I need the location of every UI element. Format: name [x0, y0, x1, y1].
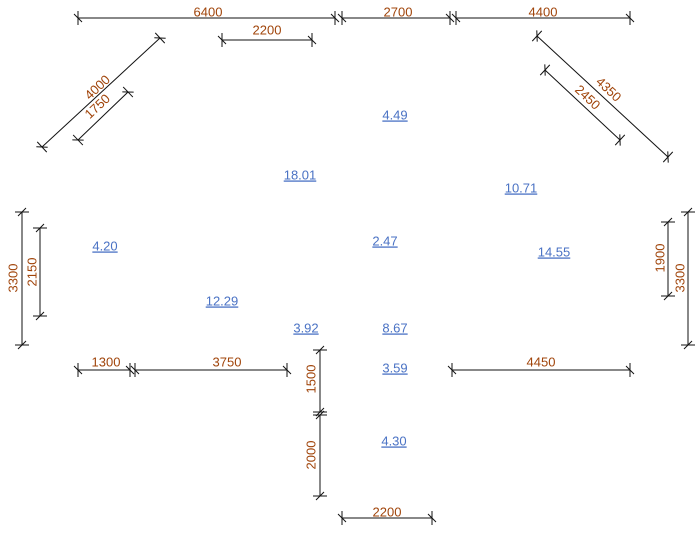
tick-slash: [337, 13, 347, 23]
dimension-label: 3750: [213, 354, 242, 369]
area-label: 3.92: [293, 320, 318, 335]
dimension-label: 3300: [5, 264, 20, 293]
tick-slash: [17, 207, 27, 217]
area-label: 4.20: [92, 238, 117, 253]
dimension-line: [77, 91, 129, 141]
dimension-label: 4400: [529, 4, 558, 19]
dimension-label: 2700: [384, 4, 413, 19]
area-label: 8.67: [382, 320, 407, 335]
tick-slash: [73, 13, 83, 23]
tick-slash: [315, 410, 325, 420]
tick-slash: [625, 365, 635, 375]
tick-slash: [130, 365, 140, 375]
area-label: 12.29: [206, 293, 239, 308]
tick-slash: [663, 291, 673, 301]
tick-slash: [35, 223, 45, 233]
tick-slash: [307, 35, 317, 45]
tick-slash: [217, 35, 227, 45]
tick-slash: [625, 13, 635, 23]
tick-slash: [337, 513, 347, 523]
area-label: 14.55: [538, 244, 571, 259]
tick-slash: [451, 13, 461, 23]
dimension-line: [544, 69, 621, 141]
dimension-label: 1300: [92, 354, 121, 369]
tick-slash: [282, 365, 292, 375]
tick-slash: [447, 365, 457, 375]
area-label: 4.49: [382, 107, 407, 122]
dimension-label: 1900: [652, 244, 667, 273]
tick-slash: [315, 345, 325, 355]
tick-slash: [330, 13, 340, 23]
dimension-label: 2200: [253, 22, 282, 37]
tick-slash: [427, 513, 437, 523]
area-label: 3.59: [382, 360, 407, 375]
dimension-label: 1500: [303, 365, 318, 394]
dimension-label: 6400: [194, 4, 223, 19]
dimension-label: 4450: [527, 354, 556, 369]
area-label: 10.71: [505, 180, 538, 195]
dimension-label: 2000: [303, 441, 318, 470]
tick-slash: [445, 13, 455, 23]
tick-slash: [73, 365, 83, 375]
tick-slash: [315, 491, 325, 501]
area-label: 2.47: [372, 233, 397, 248]
dimension-line: [536, 35, 669, 158]
area-label: 4.30: [381, 433, 406, 448]
tick-slash: [125, 365, 135, 375]
tick-slash: [17, 340, 27, 350]
tick-slash: [683, 340, 693, 350]
dimension-label: 2200: [373, 504, 402, 519]
area-label: 18.01: [284, 167, 317, 182]
tick-slash: [683, 207, 693, 217]
tick-slash: [35, 311, 45, 321]
dimension-label: 2150: [24, 258, 39, 287]
dimension-line: [41, 37, 161, 148]
dimension-label: 3300: [672, 264, 687, 293]
tick-slash: [663, 217, 673, 227]
